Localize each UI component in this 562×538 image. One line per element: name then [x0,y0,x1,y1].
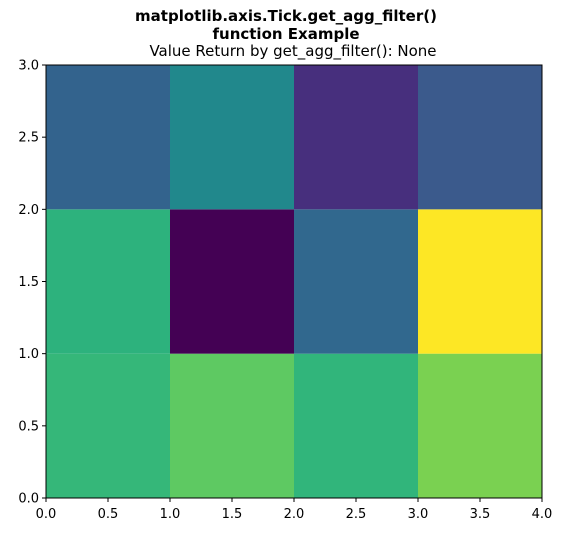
heatmap-cell [46,209,170,354]
heatmap-cell [418,65,542,210]
x-tick-label: 0.0 [36,507,57,522]
heatmap-cell [170,353,294,498]
y-tick-label: 1.5 [18,275,39,290]
y-tick-label: 2.5 [18,131,39,146]
heatmap-cell [294,209,418,354]
y-axis: 0.0 0.5 1.0 1.5 2.0 2.5 3.0 [18,59,46,507]
x-tick-label: 2.0 [284,507,305,522]
x-tick-label: 1.0 [160,507,181,522]
y-tick-label: 1.0 [18,347,39,362]
y-tick-label: 0.0 [18,492,39,507]
x-tick-label: 0.5 [98,507,119,522]
x-tick-label: 3.5 [470,507,491,522]
heatmap-cell [418,209,542,354]
plot-area: 0.0 0.5 1.0 1.5 2.0 2.5 3.0 3.5 4.0 0.0 0.5 1.0 1.5… [18,59,552,523]
heatmap-cells [46,65,542,498]
axes-title: Value Return by get_agg_filter(): None [149,42,436,61]
heatmap-cell [46,65,170,210]
figure-suptitle-line-1: matplotlib.axis.Tick.get_agg_filter() [135,7,437,25]
heatmap-cell [294,65,418,210]
heatmap-cell [46,353,170,498]
x-tick-label: 2.5 [346,507,367,522]
heatmap-cell [294,353,418,498]
x-tick-label: 1.5 [222,507,243,522]
y-tick-label: 2.0 [18,203,39,218]
y-tick-label: 0.5 [18,419,39,434]
figure-suptitle-line-2: function Example [212,25,359,43]
heatmap-cell [170,65,294,210]
x-tick-label: 4.0 [532,507,553,522]
x-tick-label: 3.0 [408,507,429,522]
heatmap-cell [418,353,542,498]
y-tick-label: 3.0 [18,59,39,74]
axes-frame [45,64,543,499]
x-axis: 0.0 0.5 1.0 1.5 2.0 2.5 3.0 3.5 4.0 [36,498,553,522]
heatmap-cell [170,209,294,354]
